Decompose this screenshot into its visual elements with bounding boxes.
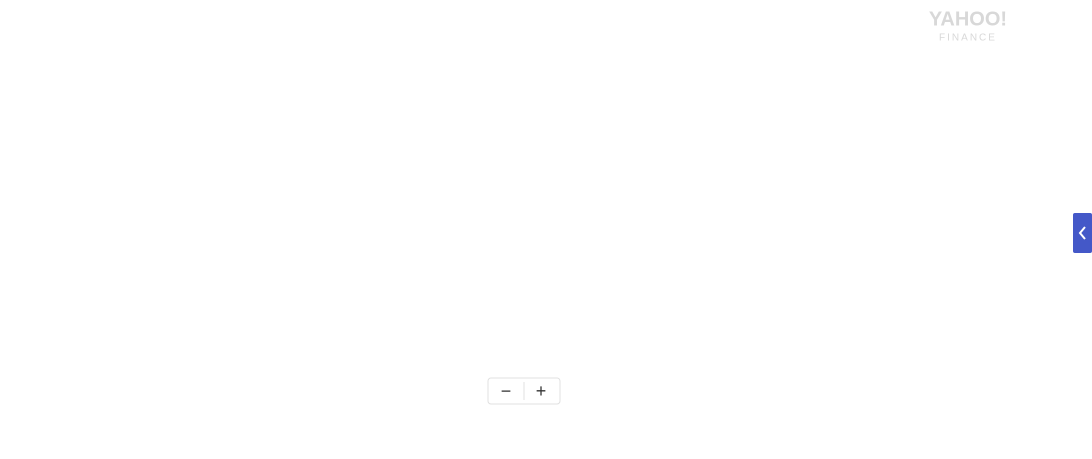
zoom-out[interactable]: − — [501, 381, 512, 401]
side-tab-bg[interactable] — [1073, 213, 1092, 253]
side-tab[interactable] — [1073, 213, 1092, 253]
zoom-controls: − + — [487, 377, 561, 405]
logo: YAHOO! — [929, 8, 1007, 30]
side-tab-icon — [1078, 226, 1086, 240]
zoom-in[interactable]: + — [536, 381, 547, 401]
logo-sub: FINANCE — [939, 33, 997, 44]
